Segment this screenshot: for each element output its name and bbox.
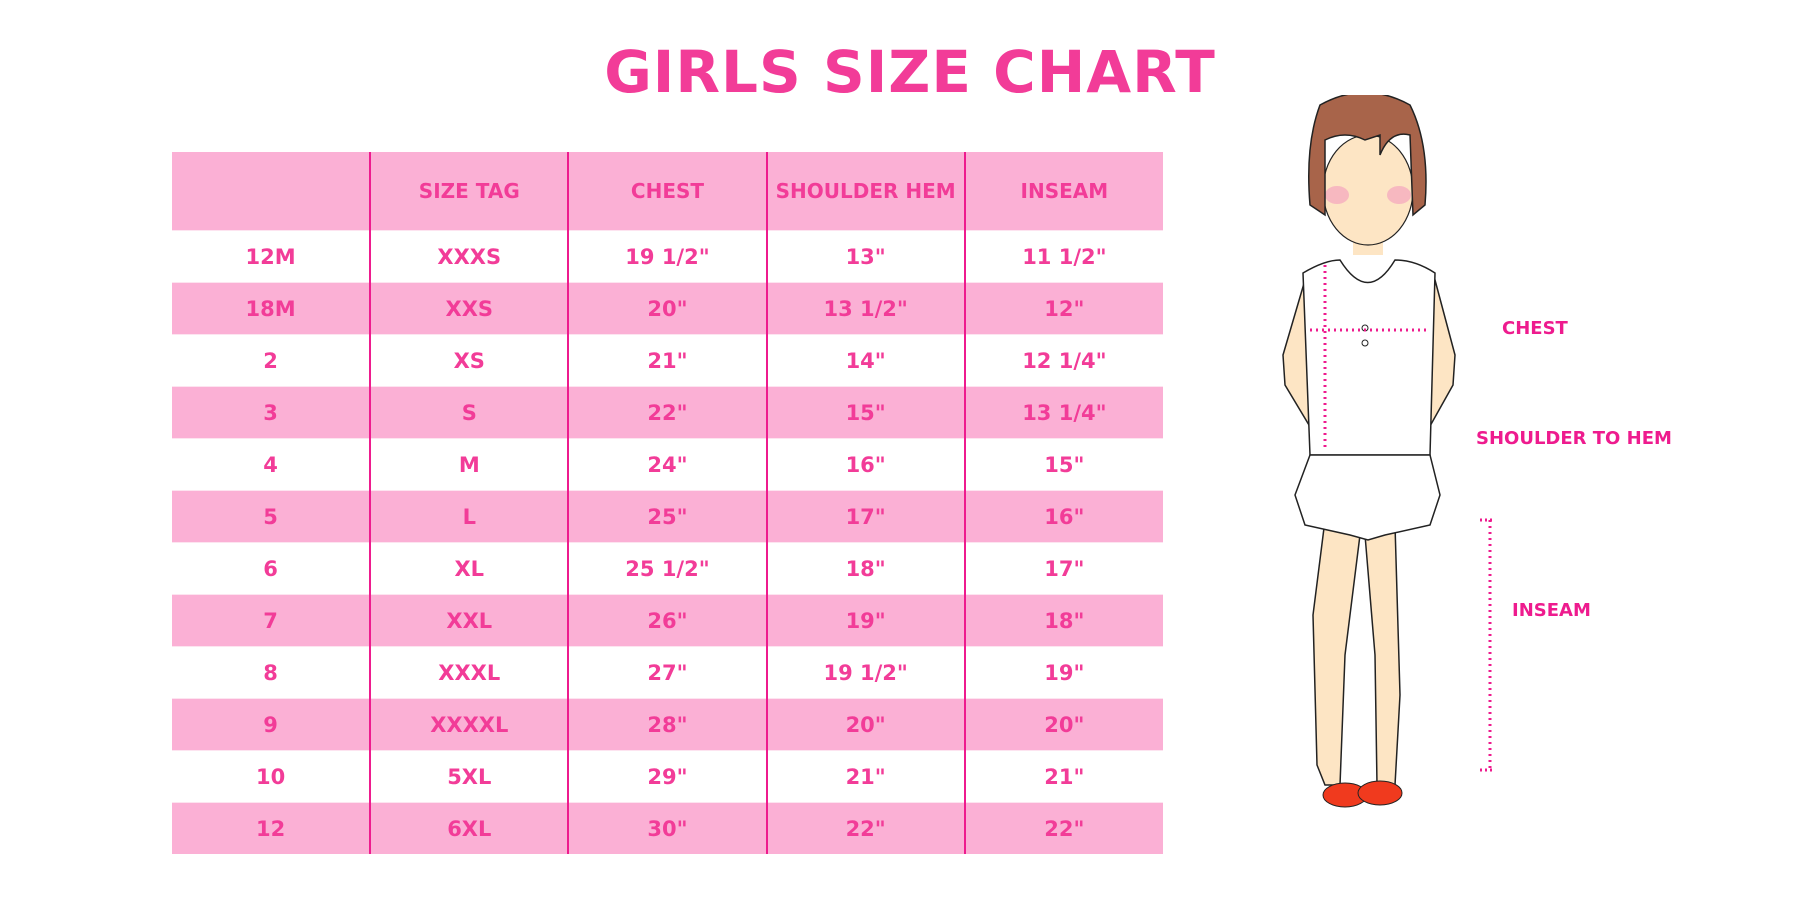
table-cell: 21" (567, 334, 767, 387)
table-cell: 18" (765, 542, 965, 595)
table-cell: 22" (567, 386, 767, 439)
table-cell: 13 1/4" (963, 386, 1163, 439)
table-cell: 10 (172, 750, 371, 803)
table-cell: 17" (963, 542, 1163, 595)
table-cell: 16" (963, 490, 1163, 543)
column-header: CHEST (567, 152, 767, 231)
table-cell: XL (369, 542, 569, 595)
table-cell: XXXL (369, 646, 569, 699)
chest-label: CHEST (1502, 318, 1568, 339)
table-row: 6 XL 25 1/2" 18" 17" (172, 542, 1163, 595)
legs (1312, 518, 1361, 786)
table-cell: 19" (963, 646, 1163, 699)
table-cell: 19" (765, 594, 965, 647)
table-cell: 7 (172, 594, 371, 647)
table-cell: 5XL (369, 750, 569, 803)
table-row: 2 XS 21" 14" 12 1/4" (172, 334, 1163, 387)
table-cell: 18" (963, 594, 1163, 647)
table-cell: 19 1/2" (567, 230, 767, 283)
table-cell: 24" (567, 438, 767, 491)
inseam-label: INSEAM (1512, 600, 1591, 621)
column-header: SIZE TAG (369, 152, 569, 231)
table-row: 12M XXXS 19 1/2" 13" 11 1/2" (172, 230, 1163, 283)
table-cell: 22" (765, 802, 965, 854)
table-cell: 6 (172, 542, 371, 595)
hair (1308, 95, 1427, 217)
table-cell: 12M (172, 230, 371, 283)
table-cell: 22" (963, 802, 1163, 854)
table-cell: 17" (765, 490, 965, 543)
table-cell: 19 1/2" (765, 646, 965, 699)
table-cell: 9 (172, 698, 371, 751)
table-cell: 2 (172, 334, 371, 387)
table-cell: 13 1/2" (765, 282, 965, 335)
table-cell: 14" (765, 334, 965, 387)
table-cell: 12" (963, 282, 1163, 335)
table-cell: 27" (567, 646, 767, 699)
table-cell: 12 (172, 802, 371, 854)
table-cell: 29" (567, 750, 767, 803)
table-cell: 6XL (369, 802, 569, 854)
table-row: 12 6XL 30" 22" 22" (172, 802, 1163, 854)
bloomers (1294, 454, 1441, 541)
table-row: 5 L 25" 17" 16" (172, 490, 1163, 543)
page-title: GIRLS SIZE CHART (604, 38, 1216, 106)
table-cell: 13" (765, 230, 965, 283)
shirt (1302, 259, 1436, 456)
table-cell: 4 (172, 438, 371, 491)
table-cell: 16" (765, 438, 965, 491)
table-cell: 20" (963, 698, 1163, 751)
table-row: 3 S 22" 15" 13 1/4" (172, 386, 1163, 439)
table-cell: XS (369, 334, 569, 387)
table-cell: 15" (963, 438, 1163, 491)
table-cell: 3 (172, 386, 371, 439)
table-cell: M (369, 438, 569, 491)
table-cell: XXXS (369, 230, 569, 283)
table-row: 7 XXL 26" 19" 18" (172, 594, 1163, 647)
table-cell: S (369, 386, 569, 439)
table-cell: 21" (765, 750, 965, 803)
table-row: 4 M 24" 16" 15" (172, 438, 1163, 491)
column-header: INSEAM (963, 152, 1163, 231)
table-cell: 25 1/2" (567, 542, 767, 595)
table-cell: 11 1/2" (963, 230, 1163, 283)
table-row: 18M XXS 20" 13 1/2" 12" (172, 282, 1163, 335)
column-header: SHOULDER HEM (765, 152, 965, 231)
table-cell: XXS (369, 282, 569, 335)
table-cell: 25" (567, 490, 767, 543)
table-row: 10 5XL 29" 21" 21" (172, 750, 1163, 803)
table-cell: 20" (765, 698, 965, 751)
table-cell: XXXXL (369, 698, 569, 751)
table-cell: 5 (172, 490, 371, 543)
table-cell: 28" (567, 698, 767, 751)
column-header (172, 152, 371, 231)
table-cell: 20" (567, 282, 767, 335)
table-cell: L (369, 490, 569, 543)
table-cell: 30" (567, 802, 767, 854)
table-cell: 18M (172, 282, 371, 335)
shoulder-to-hem-label: SHOULDER TO HEM (1476, 428, 1672, 449)
table-cell: 26" (567, 594, 767, 647)
table-header-row: SIZE TAG CHEST SHOULDER HEM INSEAM (172, 152, 1163, 231)
table-cell: 8 (172, 646, 371, 699)
table-row: 8 XXXL 27" 19 1/2" 19" (172, 646, 1163, 699)
table-cell: XXL (369, 594, 569, 647)
size-chart-table: SIZE TAG CHEST SHOULDER HEM INSEAM 12M XXXS 1… (172, 152, 1163, 854)
table-cell: 21" (963, 750, 1163, 803)
table-cell: 15" (765, 386, 965, 439)
table-row: 9 XXXXL 28" 20" 20" (172, 698, 1163, 751)
girl-measurement-illustration (1282, 95, 1495, 808)
table-cell: 12 1/4" (963, 334, 1163, 387)
